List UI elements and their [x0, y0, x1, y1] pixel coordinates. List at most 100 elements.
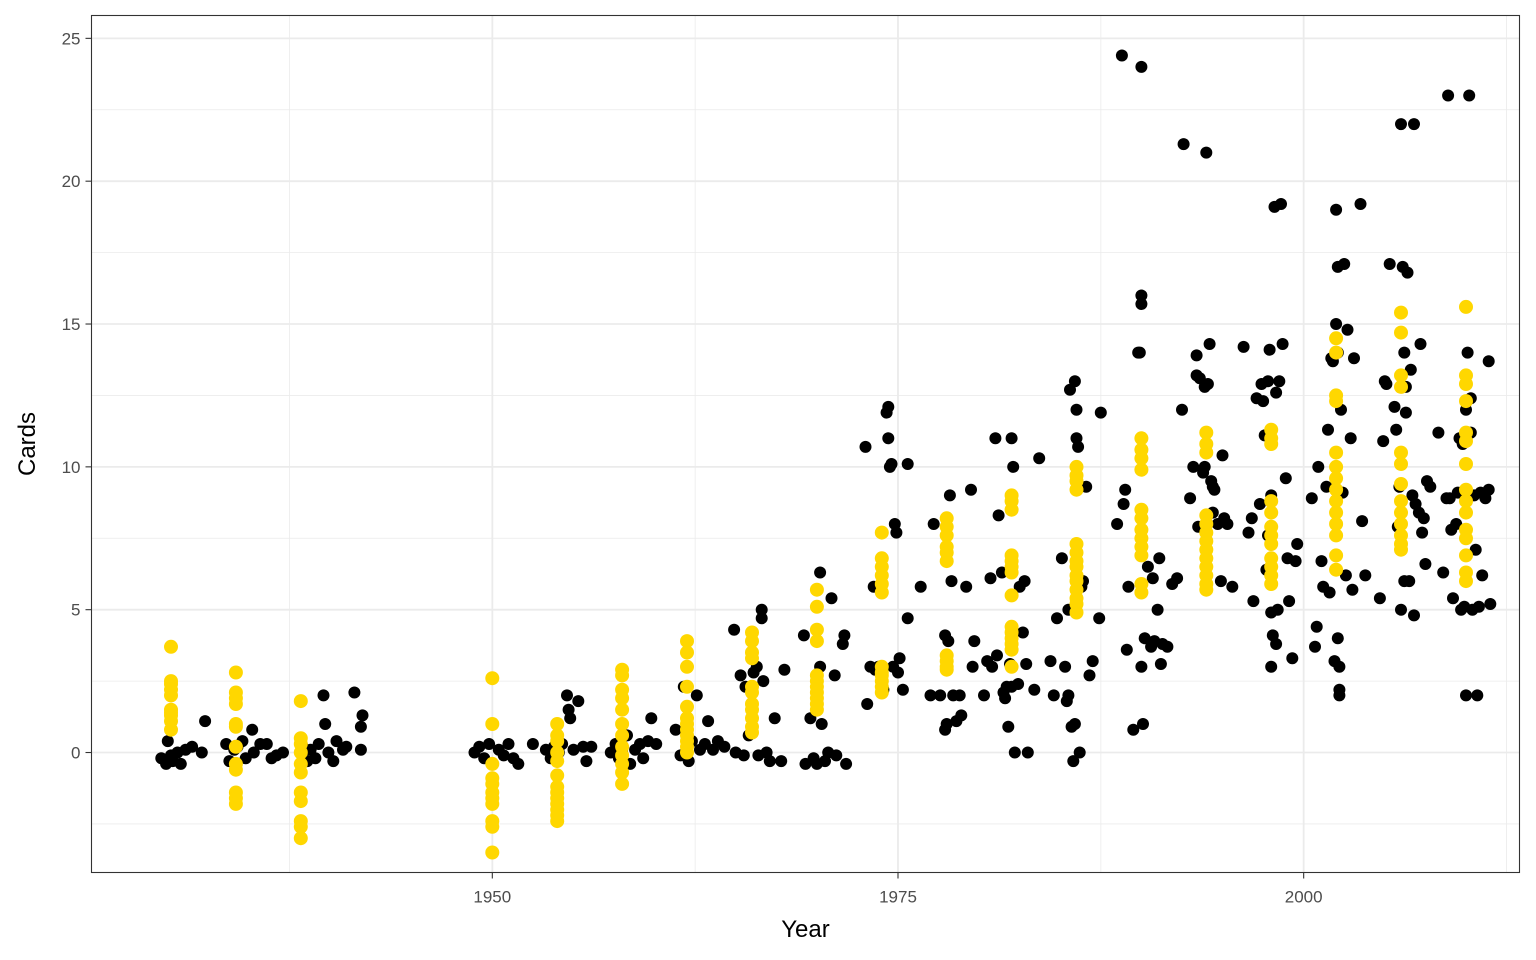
data-point [615, 702, 630, 717]
data-point [1404, 363, 1417, 376]
data-point [615, 691, 630, 706]
data-point [1329, 562, 1344, 577]
data-point [1459, 531, 1473, 546]
data-point [1199, 582, 1214, 597]
data-point [680, 679, 694, 694]
data-point [228, 697, 243, 711]
data-point [277, 746, 289, 759]
data-point [1459, 377, 1473, 391]
data-point [984, 572, 997, 585]
y-axis-title: Cards [14, 412, 41, 476]
data-point [293, 794, 308, 809]
data-point [1199, 445, 1214, 460]
data-point [737, 749, 750, 762]
data-point [1177, 138, 1190, 151]
data-point [1291, 538, 1304, 550]
data-point [1437, 566, 1450, 579]
data-point [680, 659, 694, 674]
data-point [1216, 449, 1229, 462]
data-point [550, 754, 565, 769]
minor-gridlines [91, 15, 1520, 873]
data-point [1359, 569, 1372, 582]
data-point [1119, 483, 1132, 496]
data-point [838, 629, 851, 642]
data-point [327, 755, 340, 768]
data-point [1459, 494, 1473, 509]
y-tick-label: 20 [62, 172, 81, 191]
data-point [755, 603, 768, 616]
data-point [1271, 603, 1284, 616]
data-point [1073, 746, 1086, 759]
data-point [1115, 49, 1128, 62]
data-point [901, 458, 914, 470]
data-point [702, 715, 715, 728]
data-point [939, 662, 954, 677]
data-point [293, 765, 308, 780]
data-point [809, 582, 824, 597]
data-point [1004, 565, 1019, 580]
data-point [1270, 386, 1283, 399]
data-point [585, 740, 598, 753]
data-point [1401, 266, 1414, 279]
data-point [874, 525, 889, 540]
data-point [293, 745, 308, 760]
data-point [1138, 632, 1151, 645]
data-point [1399, 406, 1412, 419]
data-point [1245, 512, 1258, 525]
data-point [615, 717, 630, 731]
data-point [354, 743, 367, 756]
data-point [1264, 494, 1279, 509]
data-point [1394, 305, 1408, 320]
data-point [1394, 505, 1408, 520]
y-tick-label: 5 [71, 601, 80, 620]
data-point [995, 566, 1008, 579]
data-point [164, 639, 178, 654]
data-point [1020, 658, 1033, 670]
data-point [934, 689, 947, 702]
data-point [1388, 400, 1401, 413]
data-point [1203, 338, 1216, 350]
tick-labels: 1950 1975 2000 0 5 10 15 20 25 [62, 29, 1323, 906]
data-point [1008, 746, 1021, 759]
x-axis-title: Year [781, 916, 830, 943]
data-point [1373, 592, 1386, 605]
data-point [1141, 560, 1154, 573]
data-point [1004, 642, 1019, 657]
data-point [1134, 431, 1149, 446]
data-point [1341, 323, 1354, 336]
data-point [293, 819, 308, 834]
data-point [1002, 720, 1015, 733]
data-point [1033, 452, 1046, 465]
data-point [1276, 338, 1289, 350]
data-point [1408, 609, 1420, 622]
data-point [1312, 460, 1325, 473]
data-point [1329, 471, 1344, 486]
data-point [1463, 89, 1476, 102]
data-point [195, 746, 208, 759]
data-point [768, 712, 781, 725]
data-point [485, 845, 500, 860]
data-point [1021, 746, 1034, 759]
data-point [161, 735, 174, 748]
data-point [1394, 494, 1408, 509]
data-point [1461, 346, 1474, 359]
data-point [882, 400, 895, 413]
data-point [1005, 432, 1018, 445]
data-point [567, 743, 580, 756]
data-point [1134, 462, 1149, 477]
data-point [1329, 494, 1344, 509]
data-point [186, 740, 199, 753]
data-point [1329, 394, 1344, 409]
data-point [775, 755, 788, 768]
data-point [1070, 403, 1083, 416]
data-point [485, 819, 500, 834]
data-point [247, 746, 260, 759]
data-point [978, 689, 990, 702]
data-point [1093, 612, 1106, 625]
data-point [1416, 526, 1429, 539]
data-point [1377, 435, 1390, 448]
panel-border [90, 14, 1521, 874]
data-point [1283, 595, 1296, 608]
data-point [1134, 585, 1149, 600]
data-point [942, 635, 955, 648]
